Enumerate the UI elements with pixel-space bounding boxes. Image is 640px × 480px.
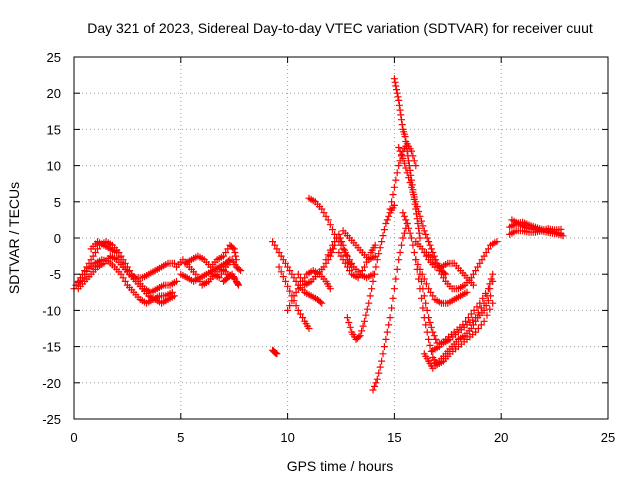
chart-title: Day 321 of 2023, Sidereal Day-to-day VTE… [87,20,593,36]
x-tick-label: 5 [177,430,184,445]
data-point-markers [220,270,242,289]
series-track-aa [412,256,471,307]
series-track-i [220,270,242,289]
y-axis-label: SDTVAR / TECUs [6,182,22,294]
data-point-markers [369,220,411,394]
series-track-z [429,270,497,354]
y-tick-label: -10 [42,303,61,318]
x-tick-label: 0 [70,430,77,445]
series-track-j [269,346,281,358]
grid-layer [74,57,608,419]
series-track-g [181,241,240,271]
x-tick-label: 15 [387,430,401,445]
series-track-t [369,220,411,394]
data-point-markers [420,292,494,372]
series-track-ad [420,292,494,372]
y-tick-label: 10 [47,159,61,174]
x-axis-label: GPS time / hours [287,458,394,474]
y-tick-label: 5 [54,195,61,210]
series-track-ag [508,216,567,240]
series-track-r [339,227,379,264]
x-tick-label: 25 [601,430,615,445]
series-track-ac [412,238,477,289]
series-track-h [209,256,245,282]
y-tick-label: 20 [47,86,61,101]
data-point-markers [429,270,497,354]
y-tick-label: -5 [49,267,61,282]
data-point-markers [339,227,379,264]
y-tick-label: 0 [54,231,61,246]
data-point-markers [343,201,398,343]
series-track-p [322,230,356,271]
series-track-d [87,238,178,282]
y-tick-label: -25 [42,412,61,427]
data-point-markers [412,238,477,289]
x-tick-label: 20 [494,430,508,445]
data-point-markers [269,346,281,358]
y-tick-label: -15 [42,340,61,355]
data-point-markers [209,256,245,282]
y-tick-label: -20 [42,376,61,391]
data-point-markers [412,256,471,307]
data-point-markers [508,216,567,240]
data-point-markers [322,230,356,271]
data-point-markers [181,241,240,271]
tick-layer: 0 5 10 15 20 25 -25 -20 -15 -10 -5 0 5 10 15 20 25 [42,50,615,445]
data-layer [70,75,567,394]
y-tick-label: 15 [47,122,61,137]
data-point-markers [87,238,178,282]
x-tick-label: 10 [280,430,294,445]
y-tick-label: 25 [47,50,61,65]
series-track-s [343,201,398,343]
